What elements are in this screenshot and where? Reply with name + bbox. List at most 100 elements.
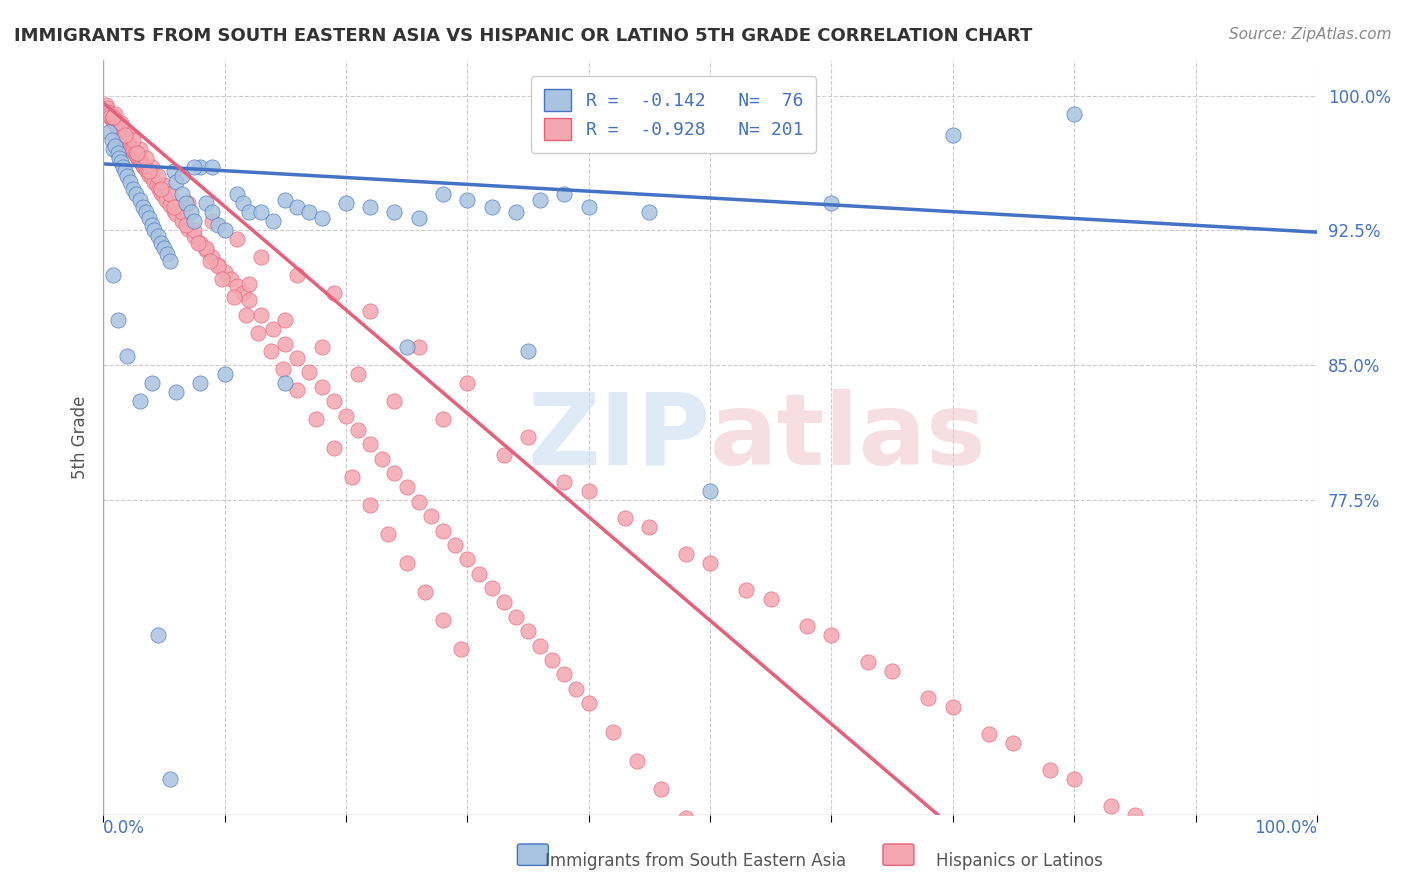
- Point: [225, 279, 247, 293]
- Point: [359, 499, 381, 513]
- Point: [128, 193, 150, 207]
- Point: [104, 117, 127, 131]
- Point: [150, 235, 173, 250]
- Point: [183, 228, 205, 243]
- Point: [529, 193, 551, 207]
- Point: [759, 591, 782, 606]
- Point: [285, 351, 308, 365]
- Point: [159, 254, 181, 268]
- Point: [131, 157, 153, 171]
- Point: [162, 164, 184, 178]
- Point: [165, 175, 187, 189]
- Point: [141, 171, 163, 186]
- Point: [238, 277, 260, 292]
- Point: [101, 113, 124, 128]
- Point: [177, 196, 200, 211]
- Point: [153, 241, 176, 255]
- Point: [177, 221, 200, 235]
- Point: [262, 214, 284, 228]
- Point: [723, 869, 745, 883]
- Point: [285, 384, 308, 398]
- Point: [224, 290, 246, 304]
- Point: [450, 642, 472, 657]
- Point: [170, 214, 193, 228]
- Y-axis label: 5th Grade: 5th Grade: [72, 395, 89, 479]
- Point: [298, 365, 321, 379]
- Point: [98, 108, 121, 122]
- Point: [153, 189, 176, 203]
- Point: [211, 272, 233, 286]
- Point: [107, 313, 129, 327]
- Point: [274, 376, 297, 391]
- Point: [298, 205, 321, 219]
- Point: [146, 169, 169, 184]
- Point: [165, 207, 187, 221]
- Point: [541, 653, 564, 667]
- Point: [347, 423, 370, 437]
- Point: [104, 106, 127, 120]
- Point: [141, 218, 163, 232]
- Point: [492, 448, 515, 462]
- Point: [638, 520, 661, 534]
- Point: [118, 139, 141, 153]
- Point: [115, 133, 138, 147]
- Point: [699, 483, 721, 498]
- Point: [121, 143, 143, 157]
- Point: [796, 619, 818, 633]
- Point: [274, 313, 297, 327]
- Point: [170, 187, 193, 202]
- Point: [117, 124, 139, 138]
- Point: [311, 380, 333, 394]
- Point: [638, 205, 661, 219]
- Point: [105, 119, 128, 133]
- Point: [114, 131, 136, 145]
- Point: [195, 243, 218, 257]
- Point: [735, 582, 758, 597]
- Point: [127, 146, 149, 161]
- Point: [98, 124, 121, 138]
- Point: [880, 664, 903, 678]
- Point: [162, 203, 184, 218]
- Point: [122, 145, 145, 159]
- Text: ZIP: ZIP: [527, 389, 710, 485]
- Point: [97, 104, 120, 119]
- Point: [214, 367, 236, 381]
- Point: [135, 205, 157, 219]
- Point: [238, 205, 260, 219]
- Point: [101, 268, 124, 283]
- Point: [322, 394, 344, 409]
- Point: [103, 115, 125, 129]
- Point: [165, 385, 187, 400]
- Point: [143, 223, 166, 237]
- Point: [100, 112, 122, 126]
- Point: [127, 152, 149, 166]
- Point: [153, 178, 176, 193]
- Point: [155, 193, 177, 207]
- Point: [481, 200, 503, 214]
- Point: [384, 205, 406, 219]
- Point: [94, 97, 117, 112]
- Point: [128, 143, 150, 157]
- Point: [235, 308, 257, 322]
- Point: [110, 115, 132, 129]
- Point: [492, 595, 515, 609]
- Point: [159, 187, 181, 202]
- Point: [207, 260, 229, 274]
- Point: [675, 811, 697, 825]
- Text: Immigrants from South Eastern Asia: Immigrants from South Eastern Asia: [546, 852, 846, 870]
- Point: [188, 161, 211, 175]
- Point: [183, 223, 205, 237]
- Legend: R =  -0.142   N=  76, R =  -0.928   N= 201: R = -0.142 N= 76, R = -0.928 N= 201: [531, 76, 815, 153]
- Point: [232, 286, 254, 301]
- Point: [138, 164, 160, 178]
- Point: [143, 175, 166, 189]
- Point: [148, 182, 170, 196]
- Point: [128, 394, 150, 409]
- Text: atlas: atlas: [710, 389, 987, 485]
- Point: [201, 214, 224, 228]
- Point: [371, 451, 394, 466]
- Point: [96, 101, 118, 115]
- Point: [274, 193, 297, 207]
- Point: [468, 566, 491, 581]
- Point: [198, 254, 221, 268]
